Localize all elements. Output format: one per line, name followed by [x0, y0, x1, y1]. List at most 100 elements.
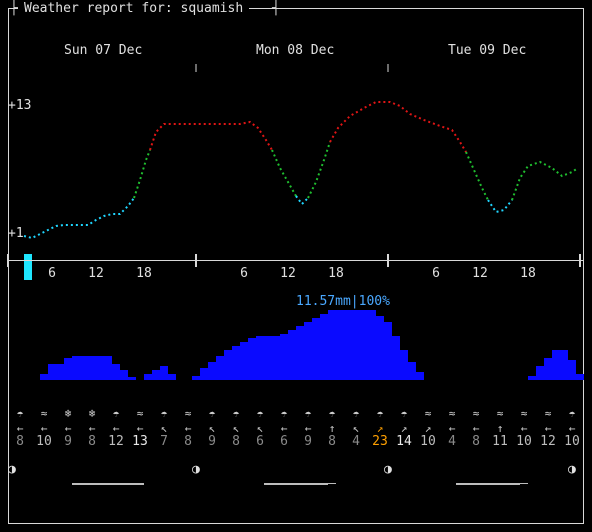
- temp-curve-mid: [133, 149, 151, 199]
- wind-speed: 7: [160, 434, 168, 449]
- wind-speed: 12: [540, 434, 556, 449]
- wind-speed: 9: [208, 434, 216, 449]
- temp-curve-warm: [149, 120, 273, 151]
- wind-speed: 4: [448, 434, 456, 449]
- drizzle-icon: ≈: [40, 407, 48, 420]
- wind-speed: 14: [396, 434, 412, 449]
- wind-direction-icon: ←: [544, 422, 552, 435]
- temp-max-label: +13: [8, 98, 32, 113]
- wind-speed: 8: [328, 434, 336, 449]
- wind-speed: 6: [280, 434, 288, 449]
- cloud-rain-icon: ☂: [352, 407, 360, 420]
- report-title: Weather report for: squamish: [18, 0, 250, 17]
- now-marker: [24, 254, 32, 280]
- wind-direction-icon: ←: [568, 422, 576, 435]
- moon-phase-icon: ◑: [192, 462, 200, 477]
- hour-label: 18: [520, 266, 536, 281]
- cloud-rain-icon: ☂: [232, 407, 240, 420]
- wind-direction-icon: ←: [184, 422, 192, 435]
- daylight-bar-end: [328, 483, 336, 484]
- wind-direction-icon: ←: [448, 422, 456, 435]
- wind-direction-icon: ↑: [496, 422, 504, 435]
- hour-label: 18: [136, 266, 152, 281]
- wind-speed: 8: [184, 434, 192, 449]
- cloud-rain-icon: ☂: [160, 407, 168, 420]
- wind-speed: 11: [492, 434, 508, 449]
- wind-speed: 10: [36, 434, 52, 449]
- precip-bars: [40, 310, 584, 380]
- daylight-bar: [456, 483, 520, 485]
- wind-direction-icon: ↖: [256, 422, 264, 435]
- wind-direction-icon: ↖: [352, 422, 360, 435]
- cloud-rain-icon: ☂: [376, 407, 384, 420]
- day-label-sun: Sun 07 Dec: [64, 43, 143, 58]
- drizzle-icon: ≈: [184, 407, 192, 420]
- drizzle-icon: ≈: [544, 407, 552, 420]
- title-left-cap: ├: [10, 1, 18, 16]
- temp-curve-mid: [307, 141, 331, 199]
- wind-speed: 10: [516, 434, 532, 449]
- cloud-rain-icon: ☂: [256, 407, 264, 420]
- wind-direction-icon: ←: [136, 422, 144, 435]
- moon-phase-icon: ◑: [8, 462, 16, 477]
- temp-curve-mid: [271, 149, 297, 197]
- cloud-rain-icon: ☂: [280, 407, 288, 420]
- cloud-rain-icon: ☂: [328, 407, 336, 420]
- hour-label: 6: [240, 266, 248, 281]
- wind-speed: 9: [64, 434, 72, 449]
- day-label-tue: Tue 09 Dec: [448, 43, 527, 58]
- hour-label: 6: [48, 266, 56, 281]
- wind-speed: 8: [232, 434, 240, 449]
- wind-speed: 8: [472, 434, 480, 449]
- wind-direction-icon: ↖: [208, 422, 216, 435]
- drizzle-icon: ≈: [520, 407, 528, 420]
- temp-curve-cold: [295, 195, 309, 206]
- moon-phase-icon: ◑: [384, 462, 392, 477]
- wind-direction-icon: ↗: [376, 422, 384, 435]
- wind-speed: 10: [420, 434, 436, 449]
- wind-speed: 6: [256, 434, 264, 449]
- title-right-cap: ┤: [272, 1, 280, 16]
- temp-curve-mid: [511, 160, 579, 201]
- drizzle-icon: ≈: [136, 407, 144, 420]
- wind-speed: 23: [372, 434, 388, 449]
- wind-direction-icon: ←: [40, 422, 48, 435]
- cloud-rain-icon: ☂: [400, 407, 408, 420]
- hour-label: 18: [328, 266, 344, 281]
- snowflake-icon: ❄: [64, 407, 72, 420]
- wind-direction-icon: ↖: [160, 422, 168, 435]
- temp-min-label: +1: [8, 226, 24, 241]
- hour-label: 12: [88, 266, 104, 281]
- drizzle-icon: ≈: [448, 407, 456, 420]
- wind-speed: 8: [16, 434, 24, 449]
- wind-direction-icon: ↗: [424, 422, 432, 435]
- moon-phase-icon: ◑: [568, 462, 576, 477]
- wind-direction-icon: ↗: [400, 422, 408, 435]
- wind-direction-icon: ↖: [232, 422, 240, 435]
- cloud-rain-icon: ☂: [568, 407, 576, 420]
- wind-speed: 13: [132, 434, 148, 449]
- cloud-rain-icon: ☂: [304, 407, 312, 420]
- wind-speed: 4: [352, 434, 360, 449]
- cloud-rain-icon: ☂: [16, 407, 24, 420]
- precip-total-label: 11.57mm|100%: [296, 294, 390, 309]
- drizzle-icon: ≈: [424, 407, 432, 420]
- wind-direction-icon: ←: [280, 422, 288, 435]
- temp-curve-cold: [23, 197, 135, 240]
- temp-curve-mid: [465, 151, 489, 201]
- wind-direction-icon: ←: [520, 422, 528, 435]
- wind-speed: 9: [304, 434, 312, 449]
- wind-direction-icon: ←: [88, 422, 96, 435]
- hour-label: 12: [472, 266, 488, 281]
- daylight-bar: [264, 483, 328, 485]
- wind-speed: 8: [88, 434, 96, 449]
- temp-curve-warm: [329, 101, 467, 153]
- wind-direction-icon: ←: [16, 422, 24, 435]
- cloud-rain-icon: ☂: [112, 407, 120, 420]
- wind-speed: 12: [108, 434, 124, 449]
- day-label-mon: Mon 08 Dec: [256, 43, 335, 58]
- wind-direction-icon: ↑: [328, 422, 336, 435]
- temp-curve-cold: [487, 199, 513, 214]
- wind-direction-icon: ←: [304, 422, 312, 435]
